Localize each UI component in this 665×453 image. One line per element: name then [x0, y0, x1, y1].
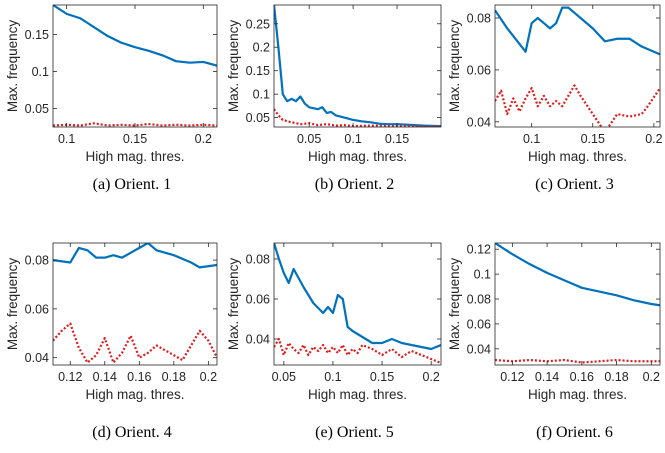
subfigure-caption: (c) Orient. 3 [535, 176, 614, 193]
x-tick-label: 0.2 [200, 370, 217, 384]
subplot-2: 0.05 0.1 0.15 0.05 0.1 0.15 0.2 0.25 High mag. t… [226, 4, 442, 193]
x-tick-label: 0.12 [500, 370, 524, 384]
x-tick-label: 0.14 [93, 370, 117, 384]
plot-frame [52, 242, 218, 366]
y-tick-label: 0.08 [246, 253, 270, 267]
x-tick-label: 0.1 [324, 370, 341, 384]
y-axis-label: Max. frequency [447, 20, 462, 113]
x-tick-label: 0.2 [645, 132, 662, 146]
subplot-3: 0.1 0.15 0.2 0.04 0.06 0.08 High mag. thres. Ma… [447, 4, 663, 193]
x-tick-label: 0.2 [195, 132, 212, 146]
y-tick-label: 0.1 [474, 268, 491, 282]
series-line-dotted [495, 358, 660, 364]
y-axis-label: Max. frequency [226, 20, 241, 113]
x-tick-label: 0.2 [643, 370, 660, 384]
x-axis-label: High mag. thres. [85, 387, 184, 402]
x-tick-label: 0.1 [523, 132, 540, 146]
y-tick-label: 0.2 [253, 41, 270, 55]
x-tick-label: 0.16 [570, 370, 594, 384]
x-tick-label: 0.18 [162, 370, 186, 384]
subfigure-caption: (a) Orient. 1 [93, 176, 172, 193]
x-axis-label: High mag. thres. [85, 149, 184, 164]
series-line-solid [274, 5, 441, 127]
subplot-5: 0.05 0.1 0.15 0.2 0.04 0.06 0.08 High mag. thre… [226, 242, 442, 441]
series-line-dotted [274, 337, 441, 365]
y-tick-label: 0.08 [467, 293, 491, 307]
y-tick-label: 0.08 [25, 254, 49, 268]
y-tick-label: 0.1 [32, 65, 49, 79]
subplot-6: 0.12 0.14 0.16 0.18 0.2 0.04 0.06 0.08 0.1 0.12 Hi… [447, 242, 661, 441]
x-tick-label: 0.1 [344, 132, 361, 146]
x-tick-label: 0.2 [422, 370, 439, 384]
x-tick-label: 0.15 [385, 132, 409, 146]
subplot-4: 0.12 0.14 0.16 0.18 0.2 0.04 0.06 0.08 High mag.… [5, 242, 218, 441]
x-tick-label: 0.14 [535, 370, 559, 384]
series-line-dotted [53, 122, 217, 127]
y-tick-label: 0.08 [467, 11, 491, 25]
y-tick-label: 0.25 [246, 17, 270, 31]
series-line-dotted [53, 322, 217, 364]
plot-frame [273, 242, 442, 366]
subfigure-caption: (f) Orient. 6 [536, 424, 613, 441]
y-axis-label: Max. frequency [226, 258, 241, 351]
x-axis-label: High mag. thres. [308, 387, 407, 402]
series-line-dotted [495, 84, 660, 127]
x-axis-label: High mag. thres. [308, 149, 407, 164]
subfigure-caption: (e) Orient. 5 [315, 424, 394, 441]
y-tick-label: 0.15 [246, 64, 270, 78]
y-tick-label: 0.04 [246, 333, 270, 347]
x-tick-label: 0.18 [604, 370, 628, 384]
series-line-solid [53, 5, 217, 67]
y-tick-label: 0.1 [253, 88, 270, 102]
series-line-dotted [274, 108, 441, 127]
x-tick-label: 0.15 [581, 132, 605, 146]
y-tick-label: 0.06 [25, 302, 49, 316]
x-tick-label: 0.12 [58, 370, 82, 384]
x-axis-label: High mag. thres. [528, 149, 627, 164]
x-tick-label: 0.1 [58, 132, 75, 146]
x-tick-label: 0.05 [297, 132, 321, 146]
series-line-solid [274, 243, 441, 351]
y-axis-label: Max. frequency [5, 20, 20, 113]
y-tick-label: 0.04 [467, 115, 491, 129]
y-tick-label: 0.06 [467, 63, 491, 77]
x-tick-label: 0.15 [370, 370, 394, 384]
y-tick-label: 0.12 [467, 243, 491, 257]
plot-frame [273, 4, 442, 128]
plot-frame [52, 4, 218, 128]
x-tick-label: 0.15 [123, 132, 147, 146]
series-line-solid [53, 243, 217, 269]
y-tick-label: 0.06 [246, 293, 270, 307]
y-axis-label: Max. frequency [447, 258, 462, 351]
y-tick-label: 0.04 [467, 342, 491, 356]
x-axis-label: High mag. thres. [528, 387, 627, 402]
series-line-solid [495, 243, 660, 307]
y-tick-label: 0.06 [467, 317, 491, 331]
plot-frame [494, 4, 661, 128]
subplot-1: 0.1 0.15 0.2 0.05 0.1 0.15 High mag. thres. Max… [5, 4, 218, 193]
y-axis-label: Max. frequency [5, 258, 20, 351]
series-line-solid [495, 6, 660, 56]
plot-frame [494, 242, 661, 366]
x-tick-label: 0.16 [127, 370, 151, 384]
y-tick-label: 0.15 [25, 28, 49, 42]
y-tick-label: 0.05 [246, 111, 270, 125]
subfigure-caption: (b) Orient. 2 [315, 176, 395, 193]
y-tick-label: 0.05 [25, 102, 49, 116]
x-tick-label: 0.05 [272, 370, 296, 384]
subfigure-caption: (d) Orient. 4 [92, 424, 172, 441]
y-tick-label: 0.04 [25, 351, 49, 365]
